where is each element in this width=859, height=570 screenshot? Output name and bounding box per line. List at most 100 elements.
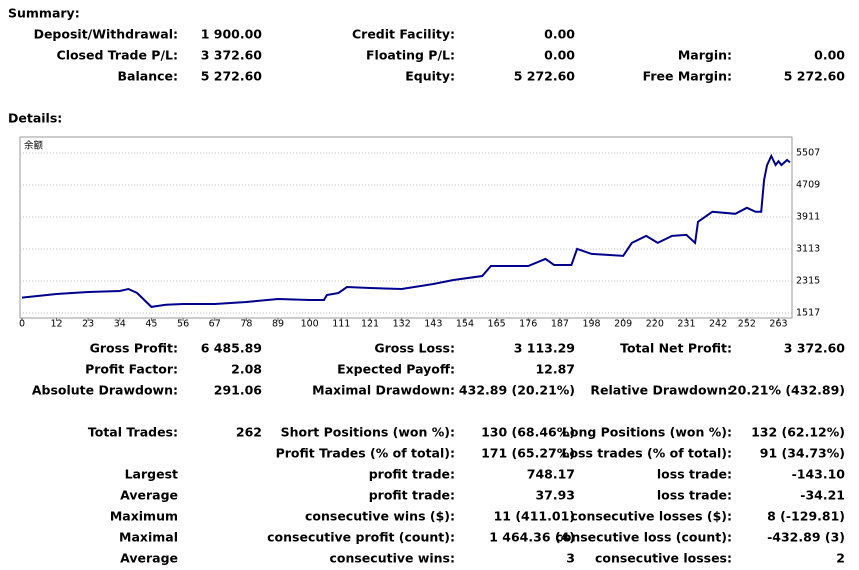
stat-label: loss trade: xyxy=(657,488,732,503)
stat-value: 2.08 xyxy=(231,362,262,377)
stat-value: 20.21% (432.89) xyxy=(729,383,845,398)
stat-value: 132 (62.12%) xyxy=(751,425,845,440)
stat-value: 171 (65.27%) xyxy=(481,446,575,461)
stat-value: 5 272.60 xyxy=(784,69,846,84)
x-tick-label: 154 xyxy=(456,319,474,330)
stat-label: Largest xyxy=(125,467,178,482)
stat-label: Balance: xyxy=(118,69,178,84)
chart-frame xyxy=(19,136,793,319)
stat-value: 291.06 xyxy=(214,383,263,398)
balance-line xyxy=(21,153,791,308)
stat-value: 8 (-129.81) xyxy=(767,509,845,524)
stat-label: Absolute Drawdown: xyxy=(32,383,178,398)
y-tick-label: 3911 xyxy=(796,211,820,222)
stat-label: consecutive wins ($): xyxy=(305,509,455,524)
stat-label: Total Net Profit: xyxy=(620,341,732,356)
stat-label: Average xyxy=(120,488,178,503)
stat-label: Gross Profit: xyxy=(90,341,178,356)
stat-value: 748.17 xyxy=(527,467,575,482)
stat-label: Total Trades: xyxy=(88,425,178,440)
stat-label: Gross Loss: xyxy=(374,341,455,356)
stat-value: 432.89 (20.21%) xyxy=(459,383,575,398)
stat-value: 0.00 xyxy=(814,48,845,63)
x-tick-label: 176 xyxy=(519,319,537,330)
stat-value: 3 372.60 xyxy=(784,341,846,356)
y-tick-label: 4709 xyxy=(796,179,820,190)
y-tick-label: 2315 xyxy=(796,275,820,286)
stat-label: Equity: xyxy=(405,69,455,84)
x-tick-label: 263 xyxy=(769,319,787,330)
stat-label: consecutive losses: xyxy=(595,551,732,566)
x-tick-label: 56 xyxy=(177,319,189,330)
stat-value: 11 (411.01) xyxy=(494,509,575,524)
stat-label: Expected Payoff: xyxy=(337,362,455,377)
stat-label: Closed Trade P/L: xyxy=(57,48,178,63)
stat-value: 1 464.36 (4) xyxy=(489,530,575,545)
stat-label: Profit Trades (% of total): xyxy=(276,446,455,461)
stat-label: consecutive losses ($): xyxy=(570,509,732,524)
x-tick-label: 143 xyxy=(424,319,442,330)
stat-value: 5 272.60 xyxy=(201,69,263,84)
stat-value: 91 (34.73%) xyxy=(760,446,845,461)
stat-label: Average xyxy=(120,551,178,566)
x-tick-label: 67 xyxy=(209,319,221,330)
x-tick-label: 12 xyxy=(50,319,62,330)
stat-label: Relative Drawdown: xyxy=(590,383,732,398)
stat-label: Margin: xyxy=(678,48,732,63)
stat-value: -34.21 xyxy=(800,488,845,503)
stat-value: 2 xyxy=(836,551,845,566)
stat-label: Deposit/Withdrawal: xyxy=(34,27,178,42)
y-tick-label: 3113 xyxy=(796,243,820,254)
stat-label: profit trade: xyxy=(369,488,455,503)
y-tick-label: 5507 xyxy=(796,147,820,158)
stat-value: 6 485.89 xyxy=(201,341,262,356)
stat-label: Loss trades (% of total): xyxy=(561,446,732,461)
stat-value: 1 900.00 xyxy=(201,27,263,42)
x-tick-label: 23 xyxy=(82,319,94,330)
x-tick-label: 0 xyxy=(19,319,25,330)
stat-label: Maximal Drawdown: xyxy=(312,383,455,398)
stat-label: Credit Facility: xyxy=(352,27,455,42)
x-tick-label: 132 xyxy=(393,319,411,330)
stat-value: 37.93 xyxy=(535,488,575,503)
y-tick-label: 1517 xyxy=(796,307,820,318)
stat-value: 0.00 xyxy=(544,27,575,42)
x-tick-label: 242 xyxy=(709,319,727,330)
x-tick-label: 165 xyxy=(488,319,506,330)
stat-label: consecutive wins: xyxy=(329,551,455,566)
x-tick-label: 209 xyxy=(614,319,632,330)
stat-label: Profit Factor: xyxy=(85,362,178,377)
x-tick-label: 220 xyxy=(646,319,664,330)
x-tick-label: 34 xyxy=(114,319,126,330)
stat-label: consecutive loss (count): xyxy=(555,530,732,545)
stat-label: Free Margin: xyxy=(643,69,732,84)
stat-value: 5 272.60 xyxy=(514,69,576,84)
x-tick-label: 89 xyxy=(272,319,284,330)
stat-value: -432.89 (3) xyxy=(767,530,845,545)
x-tick-label: 252 xyxy=(738,319,756,330)
x-tick-label: 45 xyxy=(145,319,157,330)
stat-value: 12.87 xyxy=(535,362,575,377)
chart-label: 余额 xyxy=(24,140,44,152)
x-tick-label: 100 xyxy=(301,319,319,330)
x-tick-label: 231 xyxy=(677,319,695,330)
stat-label: Maximum xyxy=(110,509,178,524)
stat-value: 3 113.29 xyxy=(514,341,575,356)
stat-label: profit trade: xyxy=(369,467,455,482)
stat-value: 0.00 xyxy=(544,48,575,63)
stat-label: Short Positions (won %): xyxy=(281,425,455,440)
stat-label: Long Positions (won %): xyxy=(562,425,732,440)
x-tick-label: 121 xyxy=(361,319,379,330)
stat-label: loss trade: xyxy=(657,467,732,482)
stat-value: 3 xyxy=(566,551,575,566)
x-tick-label: 198 xyxy=(582,319,600,330)
details-title: Details: xyxy=(8,111,62,126)
stat-value: 262 xyxy=(236,425,262,440)
stat-value: 3 372.60 xyxy=(201,48,263,63)
x-tick-label: 111 xyxy=(332,319,350,330)
stat-label: consecutive profit (count): xyxy=(267,530,455,545)
stat-value: -143.10 xyxy=(792,467,846,482)
x-tick-label: 187 xyxy=(551,319,569,330)
stat-label: Maximal xyxy=(119,530,178,545)
